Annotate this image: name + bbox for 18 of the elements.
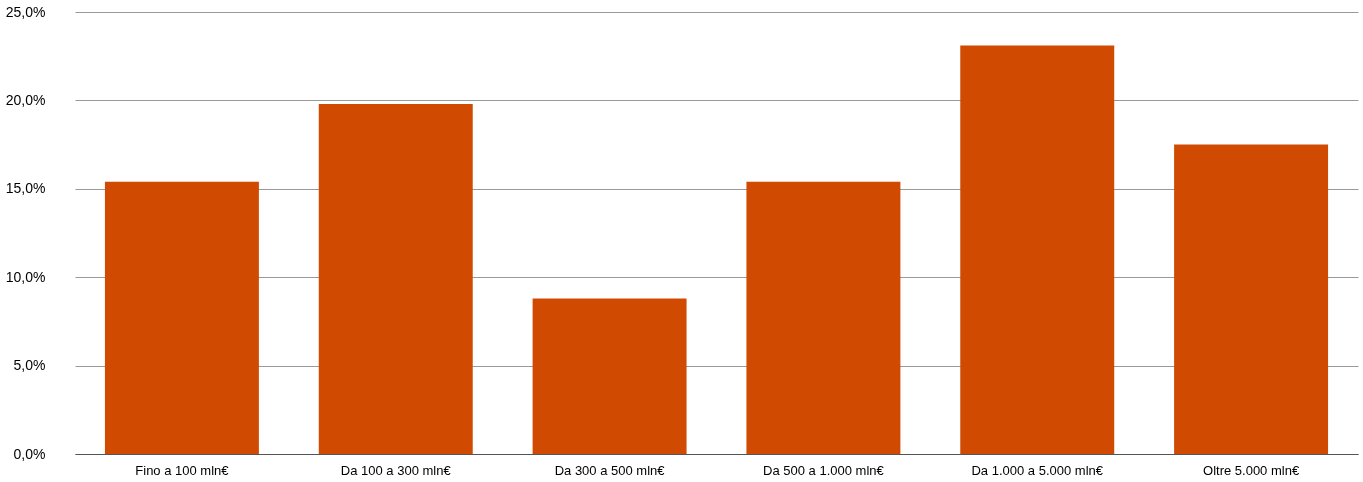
y-tick-label: 5,0% [13, 357, 46, 374]
x-tick-label: Fino a 100 mln€ [135, 462, 230, 478]
bar [960, 45, 1115, 454]
x-tick-label: Da 300 a 500 mln€ [554, 462, 666, 478]
bar [104, 181, 259, 454]
x-tick-label: Da 100 a 300 mln€ [340, 462, 452, 478]
bar [746, 181, 901, 454]
y-tick-label: 0,0% [13, 445, 46, 462]
x-tick-label: Da 1.000 a 5.000 mln€ [971, 462, 1104, 478]
x-tick-label: Oltre 5.000 mln€ [1203, 462, 1300, 478]
y-tick-label: 20,0% [5, 91, 46, 108]
bar [1174, 144, 1329, 454]
bar [532, 298, 687, 454]
x-tick-label: Da 500 a 1.000 mln€ [763, 462, 885, 478]
y-tick-label: 25,0% [5, 3, 46, 20]
bar [318, 103, 473, 454]
y-tick-label: 15,0% [5, 180, 46, 197]
y-tick-label: 10,0% [5, 268, 46, 285]
